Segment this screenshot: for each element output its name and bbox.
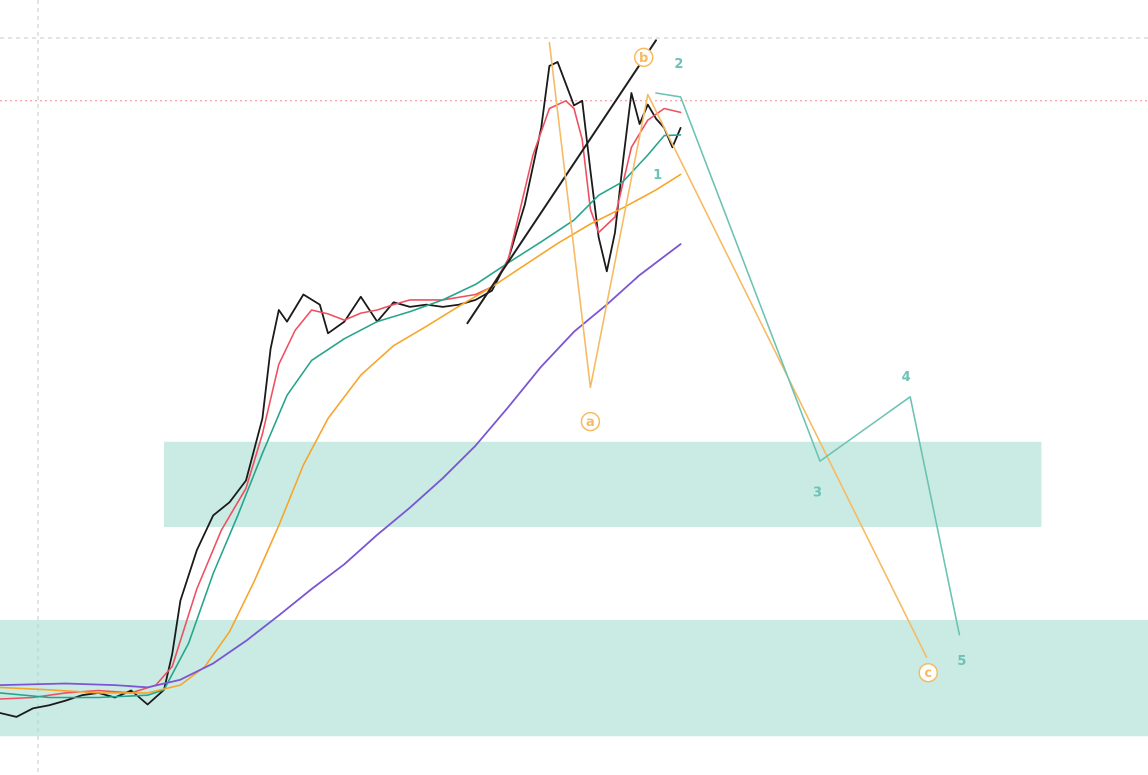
ma-slow-line bbox=[0, 173, 682, 694]
wave-label-circle bbox=[580, 411, 601, 432]
wave-label-text: 5 bbox=[957, 654, 966, 669]
wave-label-c: c bbox=[918, 662, 938, 683]
trendline-line bbox=[466, 39, 657, 325]
wave-label-5: 5 bbox=[957, 654, 966, 669]
wave-label-3: 3 bbox=[813, 486, 822, 501]
series-layer bbox=[0, 39, 961, 718]
wave-abc-line bbox=[548, 41, 928, 659]
wave-label-1: 1 bbox=[653, 168, 662, 183]
price-line bbox=[0, 61, 682, 718]
wave-label-4: 4 bbox=[902, 370, 911, 385]
wave-12345-line bbox=[655, 92, 961, 636]
wave-label-a: a bbox=[580, 411, 601, 432]
zones-layer bbox=[0, 441, 1148, 737]
wave-label-text: a bbox=[586, 415, 595, 430]
wave-label-text: c bbox=[924, 666, 932, 681]
wave-label-2: 2 bbox=[674, 57, 683, 72]
wave-label-text: 1 bbox=[653, 168, 662, 183]
wave-label-b: b bbox=[633, 47, 654, 68]
lower-support-zone bbox=[0, 620, 1148, 737]
wave-label-text: 3 bbox=[813, 486, 822, 501]
wave-label-text: 2 bbox=[674, 57, 683, 72]
wave-label-text: b bbox=[639, 51, 648, 66]
wave-label-text: 4 bbox=[902, 370, 911, 385]
wave-label-circle bbox=[918, 662, 938, 683]
upper-support-zone bbox=[164, 441, 1042, 527]
ma-mid-line bbox=[0, 134, 682, 699]
ma-fast-line bbox=[0, 100, 682, 700]
wave-label-circle bbox=[633, 47, 654, 68]
ma-long-line bbox=[0, 243, 682, 689]
wave-labels-layer: 1 2 3 4 5 a b c bbox=[580, 47, 966, 683]
